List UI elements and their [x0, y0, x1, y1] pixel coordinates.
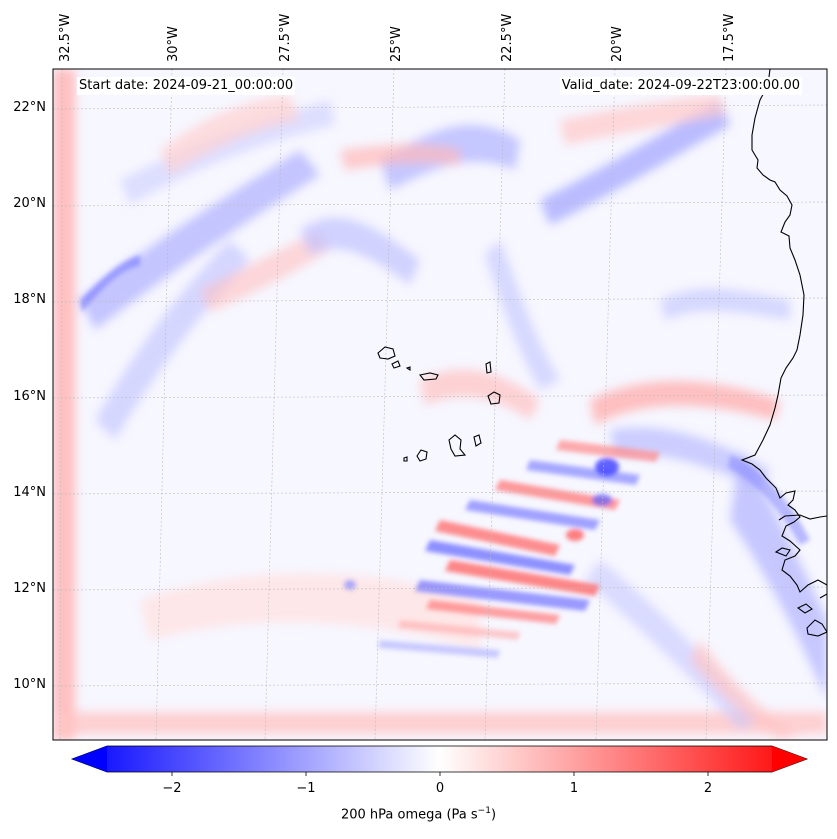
lon-label: 32.5°W [58, 14, 73, 62]
lon-label: 17.5°W [722, 14, 737, 62]
lat-label: 14°N [13, 485, 46, 500]
start-date-label: Start date: 2024-09-21_00:00:00 [77, 77, 296, 95]
graticule [53, 69, 827, 740]
colorbar-label: 200 hPa omega (Pa s−1) [0, 806, 837, 822]
colorbar-label-close: ) [490, 807, 497, 823]
lat-label: 20°N [13, 196, 46, 211]
lon-label: 30°W [166, 26, 181, 62]
map-frame [52, 68, 828, 741]
valid-date-label: Valid_date: 2024-09-22T23:00:00.00 [559, 77, 802, 95]
lat-label: 10°N [13, 677, 46, 692]
omega-field [53, 69, 827, 740]
colorbar-extend-max [772, 746, 807, 772]
colorbar: −2 −1 0 1 2 [70, 745, 809, 796]
lat-label: 16°N [13, 389, 46, 404]
colorbar-tick-label: 2 [704, 781, 712, 796]
cabo-verde-islands [377, 346, 501, 462]
colorbar-tick-label: 0 [436, 781, 444, 796]
lat-label: 12°N [13, 581, 46, 596]
latitude-labels: 22°N 20°N 18°N 16°N 14°N 12°N 10°N [13, 100, 46, 692]
omega-wave-structures [80, 255, 810, 658]
colorbar-tick-label: 1 [570, 781, 578, 796]
colorbar-label-text: 200 hPa omega (Pa s [340, 807, 478, 823]
colorbar-extend-min [72, 746, 107, 772]
lat-label: 18°N [13, 292, 46, 307]
lon-label: 25°W [389, 26, 404, 62]
colorbar-tick-label: −1 [296, 781, 315, 796]
longitude-labels: 32.5°W 30°W 27.5°W 25°W 22.5°W 20°W 17.5… [58, 14, 737, 62]
map-panel [53, 69, 827, 740]
lon-label: 27.5°W [278, 14, 293, 62]
colorbar-body [70, 745, 809, 773]
lon-label: 20°W [610, 26, 625, 62]
colorbar-tick-label: −2 [162, 781, 181, 796]
colorbar-label-exponent: −1 [477, 806, 491, 816]
lon-label: 22.5°W [500, 14, 515, 62]
coastline [740, 69, 827, 637]
lat-label: 22°N [13, 100, 46, 115]
